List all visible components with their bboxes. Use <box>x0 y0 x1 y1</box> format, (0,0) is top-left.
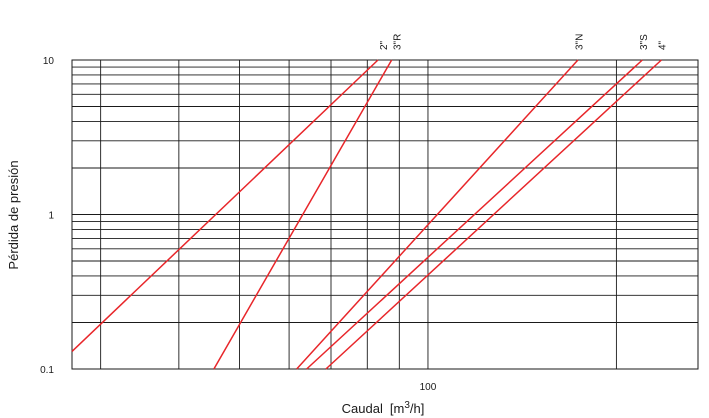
series-line <box>71 59 379 352</box>
series-labels: 2" 3"R 3"N 3"S 4" <box>379 34 669 50</box>
x-tick-label: 100 <box>420 382 437 393</box>
series-label: 2" <box>379 40 390 50</box>
x-axis-unit-prefix: [m <box>390 401 404 416</box>
x-axis-label-name: Caudal <box>342 401 383 416</box>
tick-labels: 10 1 0.1 100 <box>40 56 437 393</box>
y-tick-label: 0.1 <box>40 365 54 376</box>
x-axis-label: Caudal [m3/h] <box>342 400 425 416</box>
horizontal-gridlines <box>72 66 698 323</box>
x-axis-unit-sup: 3 <box>404 400 410 411</box>
y-axis-label: Pérdida de presión <box>6 160 21 269</box>
series-label: 3"N <box>575 34 586 50</box>
x-axis-unit-suffix: /h] <box>410 401 424 416</box>
series-line <box>306 59 643 370</box>
y-tick-label: 1 <box>48 211 54 222</box>
series-line <box>296 59 579 370</box>
series-line <box>325 59 662 370</box>
series-line <box>213 59 393 370</box>
series-label: 3"R <box>392 34 403 50</box>
y-tick-label: 10 <box>43 56 55 67</box>
series-label: 4" <box>657 40 668 50</box>
series-label: 3"S <box>639 34 650 50</box>
plot-frame <box>71 59 699 370</box>
series-lines <box>71 59 662 370</box>
